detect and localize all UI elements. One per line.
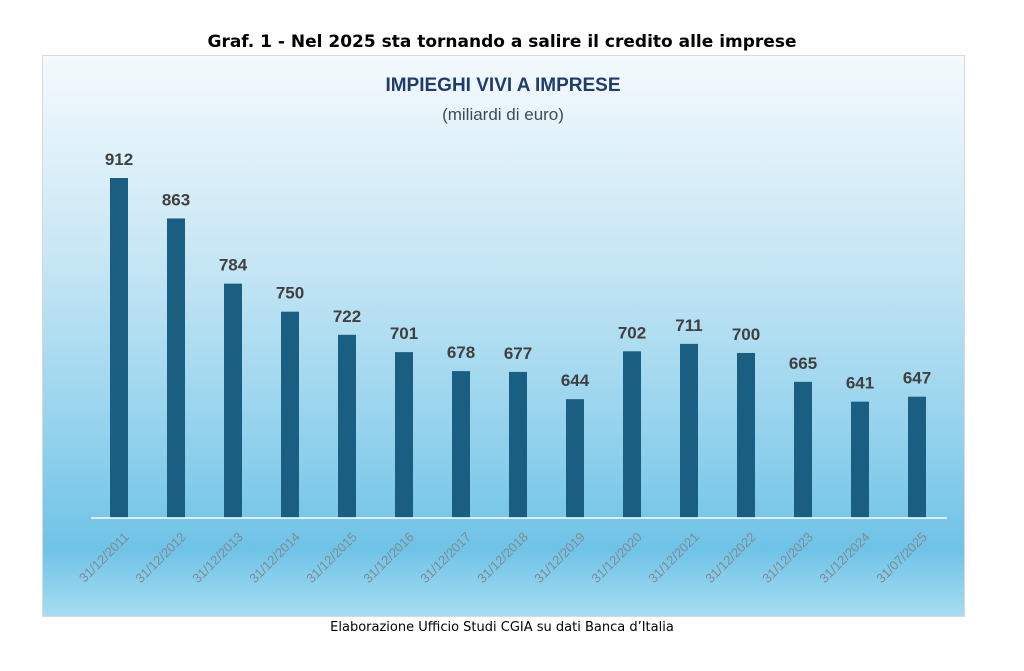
value-label: 750 xyxy=(276,284,304,303)
x-tick-label: 31/12/2024 xyxy=(816,529,873,586)
value-label: 665 xyxy=(789,354,817,373)
tick-labels-group: 31/12/2011 31/12/2012 31/12/2013 31/12/2014… xyxy=(76,529,930,586)
bar-31/12/2013 xyxy=(224,283,242,518)
x-tick-label: 31/07/2025 xyxy=(873,529,930,586)
value-label: 641 xyxy=(846,374,874,393)
value-label: 677 xyxy=(504,344,532,363)
x-tick-label: 31/12/2017 xyxy=(417,529,474,586)
x-tick-label: 31/12/2012 xyxy=(132,529,189,586)
figure-title: Graf. 1 - Nel 2025 sta tornando a salire… xyxy=(207,32,797,52)
bar-31/12/2014 xyxy=(281,311,299,518)
chart-panel: IMPIEGHI VIVI A IMPRESE (miliardi di eur… xyxy=(42,55,965,617)
bar-31/12/2017 xyxy=(452,371,470,518)
value-label: 784 xyxy=(219,256,248,275)
x-tick-label: 31/12/2016 xyxy=(360,529,417,586)
x-tick-label: 31/12/2021 xyxy=(645,529,702,586)
bar-31/12/2011 xyxy=(110,178,128,518)
value-label: 700 xyxy=(732,325,760,344)
value-label: 702 xyxy=(618,323,646,342)
value-label: 722 xyxy=(333,307,361,326)
bar-31/12/2022 xyxy=(737,352,755,518)
bar-31/12/2016 xyxy=(395,352,413,518)
x-tick-label: 31/12/2023 xyxy=(759,529,816,586)
value-label: 912 xyxy=(105,150,133,169)
x-tick-label: 31/12/2013 xyxy=(189,529,246,586)
bar-31/12/2015 xyxy=(338,334,356,518)
value-label: 711 xyxy=(675,316,702,335)
value-label: 644 xyxy=(561,371,590,390)
x-tick-label: 31/12/2019 xyxy=(531,529,588,586)
value-label: 701 xyxy=(390,324,418,343)
x-tick-label: 31/12/2022 xyxy=(702,529,759,586)
bars-group xyxy=(110,178,926,518)
x-tick-label: 31/12/2015 xyxy=(303,529,360,586)
x-tick-label: 31/12/2020 xyxy=(588,529,645,586)
bar-31/12/2021 xyxy=(680,343,698,518)
bar-31/12/2023 xyxy=(794,381,812,518)
value-labels-group: 912 863 784 750 722 701 678 677 644 702 711 700 665 6… xyxy=(105,150,931,393)
x-tick-label: 31/12/2011 xyxy=(76,529,132,585)
x-tick-label: 31/12/2018 xyxy=(474,529,531,586)
bar-31/07/2025 xyxy=(908,396,926,518)
value-label: 678 xyxy=(447,343,475,362)
x-tick-label: 31/12/2014 xyxy=(246,529,303,586)
bar-chart: IMPIEGHI VIVI A IMPRESE (miliardi di eur… xyxy=(76,75,947,586)
bar-31/12/2018 xyxy=(509,371,527,518)
chart-title: IMPIEGHI VIVI A IMPRESE xyxy=(385,75,620,96)
bar-31/12/2024 xyxy=(851,401,869,518)
chart-subtitle: (miliardi di euro) xyxy=(442,105,564,124)
source-note: Elaborazione Ufficio Studi CGIA su dati … xyxy=(330,620,674,635)
bar-31/12/2012 xyxy=(167,218,185,518)
value-label: 863 xyxy=(162,190,190,209)
bar-31/12/2020 xyxy=(623,351,641,518)
bar-31/12/2019 xyxy=(566,399,584,518)
value-label: 647 xyxy=(903,369,931,388)
